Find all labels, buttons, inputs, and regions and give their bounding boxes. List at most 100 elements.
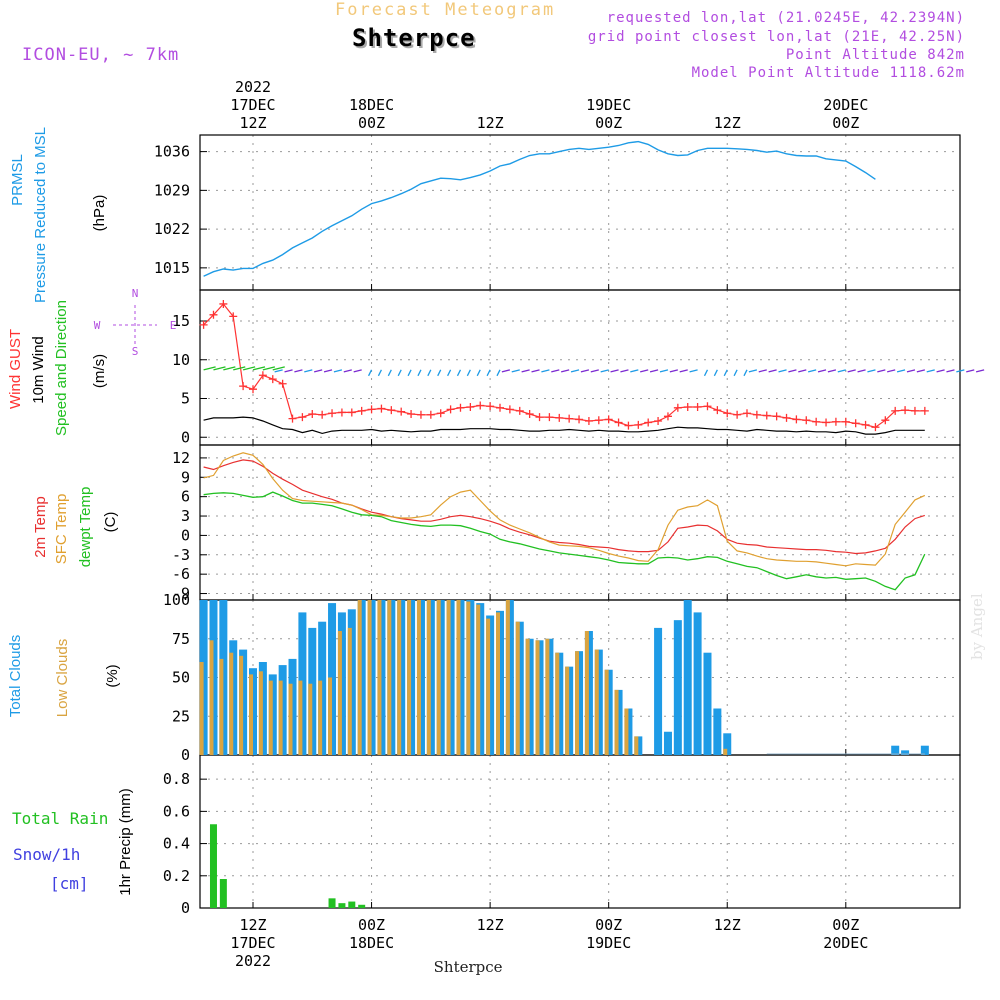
gust-marker (812, 417, 821, 426)
low-cloud-bar (486, 618, 491, 755)
wind-direction-arrow (233, 366, 246, 371)
time-label-bottom: 17DEC (230, 934, 275, 952)
low-cloud-bar (436, 600, 441, 755)
panel-frame (199, 754, 961, 909)
y-tick-label: 15 (172, 312, 190, 330)
gust-marker (871, 423, 880, 432)
time-label-top: 00Z (358, 114, 385, 132)
wind-direction-arrow (242, 366, 256, 371)
low-cloud-bar (555, 652, 560, 755)
wind-direction-arrow (367, 369, 373, 377)
wind-gust-label: Wind GUST (7, 329, 24, 409)
gust-marker (209, 310, 218, 319)
wind-direction-arrow (966, 369, 975, 373)
time-label-bottom: 12Z (239, 916, 266, 934)
wind-direction-arrow (946, 369, 955, 373)
low-cloud-bar (397, 600, 402, 755)
gust-marker (466, 403, 475, 412)
wind-direction-arrow (521, 369, 530, 373)
wind-direction-arrow (748, 369, 758, 373)
time-label-top: 00Z (595, 114, 622, 132)
gust-marker (525, 410, 534, 418)
wind-direction-arrow (333, 369, 343, 373)
wind-direction-arrow (808, 369, 817, 373)
gust-marker (278, 379, 287, 388)
gust-marker (496, 403, 504, 412)
wind-direction-arrow (610, 369, 619, 373)
wind-direction-arrow (304, 369, 313, 373)
low-cloud-bar (308, 683, 313, 755)
wind-direction-arrow (723, 369, 728, 377)
low-cloud-bar (565, 666, 570, 755)
gust-marker (328, 409, 337, 418)
low-cloud-bar (476, 604, 481, 755)
gust-marker (802, 416, 811, 425)
low-cloud-bar (357, 600, 362, 755)
y-tick-label: 1029 (154, 181, 190, 199)
time-label-top: 12Z (239, 114, 266, 132)
wind-direction-arrow (541, 369, 550, 373)
gust-marker (654, 416, 663, 425)
gust-marker (752, 410, 761, 419)
time-label-bottom: 2022 (235, 952, 271, 970)
gust-marker (663, 412, 672, 421)
wind-direction-arrow (827, 369, 837, 373)
gust-marker (693, 403, 702, 412)
low-cloud-bar (387, 600, 392, 755)
y-tick-label: 0.8 (163, 770, 190, 788)
gust-marker (604, 415, 613, 424)
gust-marker (426, 410, 435, 419)
wind-direction-arrow (630, 369, 639, 373)
wind-direction-arrow (887, 369, 896, 373)
snow-unit: [cm] (50, 874, 89, 893)
low-cloud-bar (505, 600, 510, 755)
low-cloud-bar (229, 652, 234, 755)
wind-direction-arrow (551, 369, 560, 373)
total-cloud-bar (891, 745, 900, 755)
precip-unit: 1hr Precip (mm) (117, 788, 134, 896)
time-label-bottom: 00Z (832, 916, 859, 934)
y-tick-label: -3 (172, 546, 190, 564)
wind-direction-arrow (531, 369, 540, 373)
wind10-label: 10m Wind (30, 336, 47, 404)
low-cloud-bar (535, 640, 540, 755)
low-cloud-bar (268, 680, 273, 755)
requested-coords: requested lon,lat (21.0245E, 42.2394N) (606, 10, 965, 26)
wind-direction-label: Speed and Direction (53, 300, 70, 436)
wind-direction-arrow (936, 369, 945, 373)
temp-unit: (C) (102, 512, 119, 533)
gust-marker (624, 421, 633, 430)
y-tick-label: 5 (181, 390, 190, 408)
wind-direction-arrow (456, 369, 462, 377)
wind-direction-arrow (896, 369, 906, 373)
gust-marker (347, 408, 356, 417)
compass-n: N (132, 287, 139, 300)
gust-marker (436, 409, 445, 418)
rain-label: Total Rain (12, 809, 108, 828)
low-cloud-bar (337, 631, 342, 755)
wind-direction-arrow (353, 369, 362, 373)
pressure-unit: (hPa) (91, 195, 108, 232)
low-clouds-label: Low Clouds (54, 639, 71, 717)
gust-marker (239, 382, 248, 391)
low-cloud-bar (515, 621, 520, 755)
wind-direction-arrow (407, 369, 412, 377)
low-cloud-bar (604, 669, 609, 755)
gust-marker (318, 410, 327, 419)
wind-direction-arrow (314, 369, 323, 373)
low-cloud-bar (377, 600, 382, 755)
wind-direction-arrow (466, 369, 471, 377)
gust-marker (397, 407, 406, 416)
wind-direction-arrow (733, 369, 738, 377)
rain-bar (338, 903, 346, 908)
total-cloud-bar (693, 612, 702, 755)
time-label-top: 20DEC (823, 96, 868, 114)
gust-marker (594, 416, 603, 425)
gust-marker (575, 415, 584, 424)
gust-marker (703, 402, 712, 411)
gust-marker (298, 413, 307, 422)
wind-direction-arrow (511, 369, 520, 373)
gust-marker (851, 419, 860, 428)
